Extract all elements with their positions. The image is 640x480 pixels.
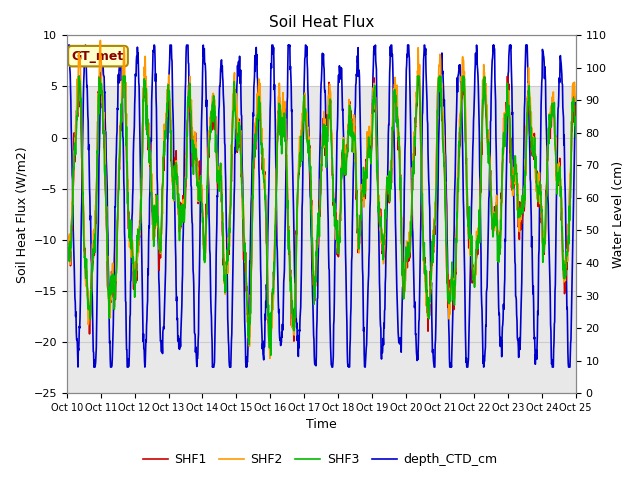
Legend: SHF1, SHF2, SHF3, depth_CTD_cm: SHF1, SHF2, SHF3, depth_CTD_cm bbox=[138, 448, 502, 471]
SHF3 bbox=[124, 159, 131, 165]
depth_CTD_cm bbox=[280, 298, 287, 303]
SHF1 bbox=[353, 204, 361, 210]
Title: Soil Heat Flux: Soil Heat Flux bbox=[269, 15, 374, 30]
depth_CTD_cm bbox=[572, 99, 580, 105]
Line: SHF2: SHF2 bbox=[67, 40, 576, 359]
depth_CTD_cm bbox=[64, 42, 72, 48]
depth_CTD_cm bbox=[63, 91, 70, 96]
SHF2 bbox=[97, 37, 104, 43]
SHF3 bbox=[75, 73, 83, 79]
depth_CTD_cm bbox=[353, 59, 361, 65]
SHF3 bbox=[353, 213, 361, 219]
SHF3 bbox=[290, 326, 298, 332]
Bar bbox=[67, 86, 576, 393]
Text: GT_met: GT_met bbox=[72, 49, 124, 63]
SHF3 bbox=[63, 252, 70, 258]
SHF2 bbox=[124, 163, 131, 168]
SHF2 bbox=[300, 105, 307, 110]
X-axis label: Time: Time bbox=[306, 419, 337, 432]
SHF3 bbox=[300, 119, 307, 125]
SHF1 bbox=[300, 125, 307, 131]
SHF2 bbox=[353, 207, 361, 213]
Line: SHF3: SHF3 bbox=[67, 76, 576, 355]
SHF3 bbox=[280, 120, 287, 126]
SHF1 bbox=[102, 223, 110, 228]
SHF2 bbox=[63, 264, 70, 269]
SHF2 bbox=[280, 118, 287, 124]
depth_CTD_cm bbox=[124, 364, 131, 370]
depth_CTD_cm bbox=[90, 364, 98, 370]
SHF1 bbox=[75, 73, 83, 79]
Line: SHF1: SHF1 bbox=[67, 76, 576, 350]
Y-axis label: Soil Heat Flux (W/m2): Soil Heat Flux (W/m2) bbox=[15, 146, 28, 283]
SHF3 bbox=[572, 134, 580, 140]
depth_CTD_cm bbox=[300, 137, 307, 143]
SHF1 bbox=[572, 115, 580, 120]
depth_CTD_cm bbox=[103, 173, 111, 179]
Y-axis label: Water Level (cm): Water Level (cm) bbox=[612, 161, 625, 268]
SHF1 bbox=[280, 112, 287, 118]
SHF2 bbox=[572, 95, 580, 100]
SHF1 bbox=[266, 348, 274, 353]
SHF3 bbox=[267, 352, 275, 358]
SHF2 bbox=[102, 204, 110, 209]
SHF1 bbox=[290, 338, 298, 344]
SHF2 bbox=[266, 356, 274, 361]
SHF3 bbox=[102, 213, 110, 219]
SHF2 bbox=[290, 320, 298, 326]
SHF1 bbox=[124, 173, 131, 179]
depth_CTD_cm bbox=[290, 232, 298, 238]
SHF1 bbox=[63, 257, 70, 263]
Line: depth_CTD_cm: depth_CTD_cm bbox=[67, 45, 576, 367]
